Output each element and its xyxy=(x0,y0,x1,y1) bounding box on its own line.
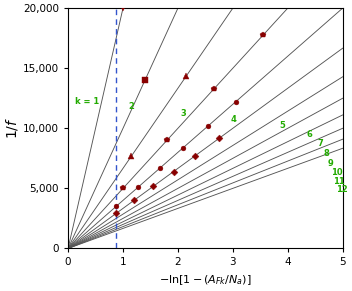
Text: 11: 11 xyxy=(333,177,345,186)
Text: 5: 5 xyxy=(279,121,285,130)
Text: 6: 6 xyxy=(307,130,313,139)
Text: 10: 10 xyxy=(331,168,342,177)
Text: 8: 8 xyxy=(323,149,329,158)
Text: k = 1: k = 1 xyxy=(75,97,100,107)
Text: 7: 7 xyxy=(318,139,324,148)
Text: 4: 4 xyxy=(230,116,236,124)
Y-axis label: $1/f$: $1/f$ xyxy=(4,117,20,139)
Text: 12: 12 xyxy=(336,185,348,194)
Text: 2: 2 xyxy=(128,102,134,111)
X-axis label: $-\ln[1-(A_{Fk}/N_a)]$: $-\ln[1-(A_{Fk}/N_a)]$ xyxy=(159,273,252,287)
Text: 3: 3 xyxy=(181,109,187,118)
Text: 9: 9 xyxy=(327,159,333,168)
